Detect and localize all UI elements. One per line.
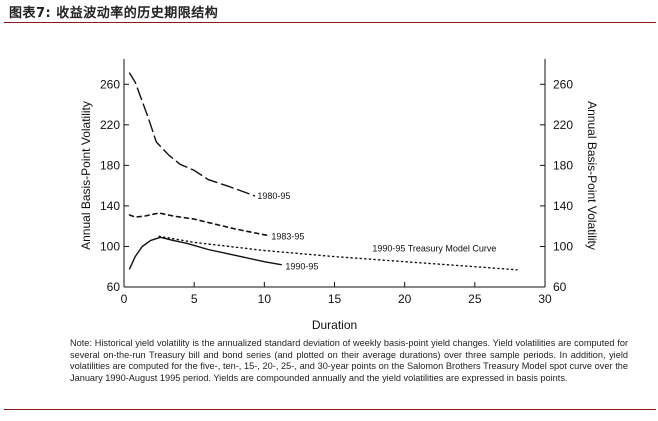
x-tick-label: 30	[538, 292, 552, 306]
figure-title: 图表7: 收益波动率的历史期限结构	[9, 6, 219, 21]
y-tick-label-right: 220	[553, 118, 573, 132]
chart-series	[128, 72, 518, 271]
y-axis-title-right: Annual Basis-Point Volatility	[585, 101, 599, 250]
series-line-1983-95	[128, 212, 268, 237]
annotation-1980-95: 1980-95	[257, 191, 290, 201]
y-tick-label-right: 180	[553, 158, 573, 172]
chart-labels: 1980-95 1983-95 1990-95 1990-95 Treasury Mo…	[257, 191, 496, 272]
y-tick-label-right: 100	[553, 239, 573, 253]
x-tick-label: 5	[191, 292, 198, 306]
x-tick-label: 25	[468, 292, 482, 306]
y-axis-title-left: Annual Basis-Point Volatility	[79, 101, 93, 250]
y-tick-label-left: 260	[100, 77, 120, 91]
y-tick-label-left: 140	[100, 199, 120, 213]
y-tick-label-left: 220	[100, 118, 120, 132]
bottom-divider	[4, 409, 656, 410]
y-tick-label-right: 260	[553, 77, 573, 91]
annotation-1990-95-treasury-model-curve: 1990-95 Treasury Model Curve	[372, 243, 496, 253]
y-tick-label-left: 60	[107, 280, 121, 294]
volatility-chart: 60 60 100 100 140 140 180 180 220 220 260 260 0 5 10 15…	[79, 59, 599, 332]
x-tick-label: 0	[121, 292, 128, 306]
x-tick-label: 20	[398, 292, 412, 306]
annotation-1983-95: 1983-95	[271, 231, 304, 241]
series-line-1990-95-treasury-model-curve	[158, 235, 518, 271]
x-axis-title: Duration	[312, 318, 357, 332]
y-tick-label-right: 60	[553, 280, 567, 294]
series-line-1990-95	[128, 236, 282, 270]
x-tick-label: 10	[258, 292, 272, 306]
x-tick-label: 15	[328, 292, 342, 306]
annotation-1990-95: 1990-95	[285, 262, 318, 272]
figure-note: Note: Historical yield volatility is the…	[70, 338, 628, 383]
figure-header: 图表7: 收益波动率的历史期限结构	[0, 0, 658, 22]
y-tick-label-right: 140	[553, 199, 573, 213]
top-divider	[4, 22, 656, 23]
chart-axes: 60 60 100 100 140 140 180 180 220 220 260 260 0 5 10 15…	[79, 59, 599, 332]
y-tick-label-left: 100	[100, 239, 120, 253]
y-tick-label-left: 180	[100, 158, 120, 172]
series-line-1980-95	[128, 72, 256, 197]
